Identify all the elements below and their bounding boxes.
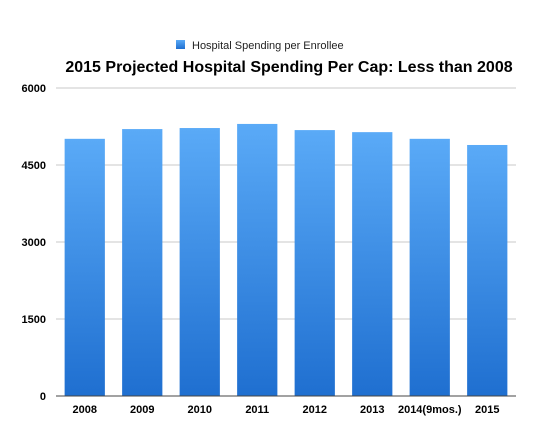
x-tick-label: 2014(9mos.) xyxy=(398,404,462,416)
y-tick-label: 3000 xyxy=(22,237,46,249)
y-axis-ticks: 0 1500 3000 4500 6000 xyxy=(22,83,46,403)
bar-2011 xyxy=(237,123,278,396)
x-tick-label: 2015 xyxy=(475,404,499,416)
bar-2013 xyxy=(352,132,393,396)
x-tick-label: 2011 xyxy=(245,404,269,416)
bar-2012 xyxy=(294,130,335,397)
chart-title: 2015 Projected Hospital Spending Per Cap… xyxy=(65,59,512,76)
y-tick-label: 6000 xyxy=(22,83,46,95)
x-tick-label: 2013 xyxy=(360,404,384,416)
x-tick-label: 2012 xyxy=(303,404,327,416)
x-tick-label: 2010 xyxy=(188,404,212,416)
legend: Hospital Spending per Enrollee xyxy=(176,40,344,52)
bar-2014(9mos.) xyxy=(409,138,450,396)
bar-2015 xyxy=(467,144,508,396)
legend-label: Hospital Spending per Enrollee xyxy=(192,40,344,52)
y-tick-label: 4500 xyxy=(22,160,46,172)
x-axis-ticks: 2008 2009 2010 2011 2012 2013 2014(9mos.) 2015 xyxy=(73,404,500,416)
bar-2010 xyxy=(179,128,220,397)
legend-swatch xyxy=(176,40,185,49)
bars xyxy=(64,123,508,397)
bar-2008 xyxy=(64,138,105,396)
bar-2009 xyxy=(122,129,163,397)
x-tick-label: 2009 xyxy=(130,404,154,416)
x-tick-label: 2008 xyxy=(73,404,97,416)
y-tick-label: 1500 xyxy=(22,314,46,326)
y-tick-label: 0 xyxy=(40,391,46,403)
